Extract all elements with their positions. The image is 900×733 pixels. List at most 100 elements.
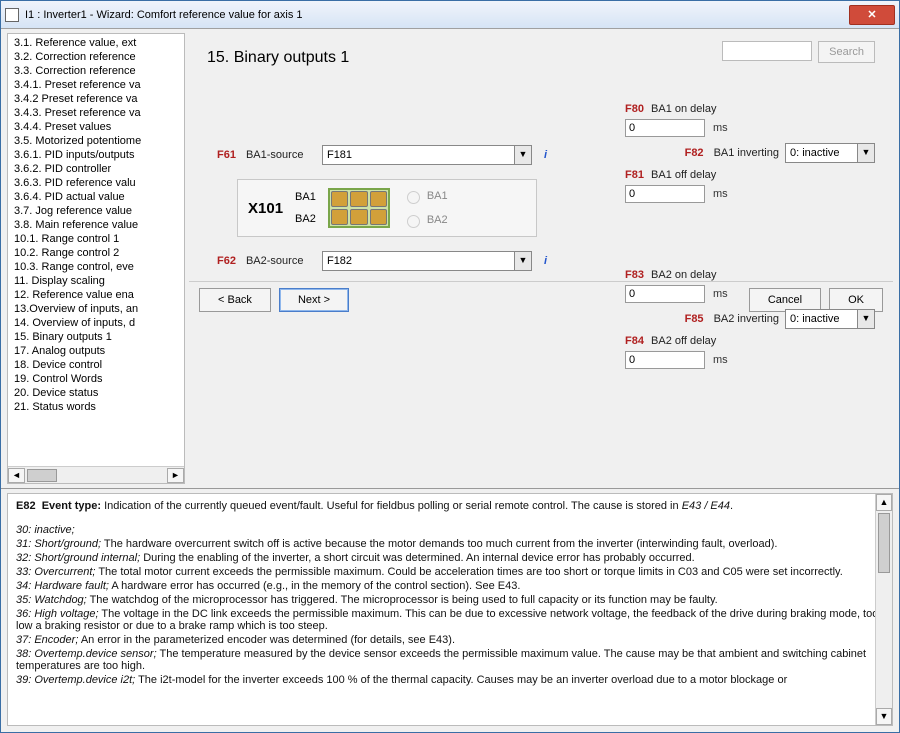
- scroll-track[interactable]: [876, 575, 892, 708]
- nav-tree-item[interactable]: 19. Control Words: [8, 372, 184, 386]
- search-input[interactable]: [722, 41, 812, 61]
- f83-code: F83: [625, 269, 644, 281]
- ba1-radio[interactable]: BA1: [402, 188, 448, 204]
- help-header-code: E82: [16, 500, 36, 512]
- help-header: E82 Event type: Indication of the curren…: [16, 500, 884, 512]
- nav-tree-item[interactable]: 10.2. Range control 2: [8, 246, 184, 260]
- scroll-down-icon[interactable]: ▼: [876, 708, 892, 725]
- info-icon[interactable]: i: [544, 255, 547, 267]
- f82-combo[interactable]: 0: inactive ▼: [785, 143, 875, 163]
- nav-tree-item[interactable]: 3.4.4. Preset values: [8, 120, 184, 134]
- nav-tree-item[interactable]: 12. Reference value ena: [8, 288, 184, 302]
- f61-value: F181: [323, 149, 514, 161]
- help-line: 36: High voltage; The voltage in the DC …: [16, 608, 884, 632]
- nav-tree-item[interactable]: 13.Overview of inputs, an: [8, 302, 184, 316]
- connector-icon: [328, 188, 390, 228]
- f80-code: F80: [625, 103, 644, 115]
- tree-hscrollbar[interactable]: ◄ ►: [8, 466, 184, 483]
- help-line: 37: Encoder; An error in the parameteriz…: [16, 634, 884, 646]
- help-line: 38: Overtemp.device sensor; The temperat…: [16, 648, 884, 672]
- f80-input[interactable]: [625, 119, 705, 137]
- f81-unit: ms: [713, 188, 728, 200]
- nav-tree-item[interactable]: 3.4.2 Preset reference va: [8, 92, 184, 106]
- scroll-left-icon[interactable]: ◄: [8, 468, 25, 483]
- help-line: 35: Watchdog; The watchdog of the microp…: [16, 594, 884, 606]
- ba1-label: BA1: [295, 191, 316, 203]
- nav-tree-item[interactable]: 3.7. Jog reference value: [8, 204, 184, 218]
- nav-tree-item[interactable]: 3.2. Correction reference: [8, 50, 184, 64]
- terminal-diagram: X101 BA1 BA2 BA1 BA2: [237, 179, 537, 237]
- ba-pin-labels: BA1 BA2: [295, 191, 316, 225]
- help-line: 31: Short/ground; The hardware overcurre…: [16, 538, 884, 550]
- f83-unit: ms: [713, 288, 728, 300]
- nav-tree-item[interactable]: 20. Device status: [8, 386, 184, 400]
- nav-tree-item[interactable]: 10.3. Range control, eve: [8, 260, 184, 274]
- nav-tree-item[interactable]: 3.6.2. PID controller: [8, 162, 184, 176]
- search-button[interactable]: Search: [818, 41, 875, 63]
- chevron-down-icon[interactable]: ▼: [514, 252, 531, 270]
- nav-tree-item[interactable]: 3.3. Correction reference: [8, 64, 184, 78]
- info-icon[interactable]: i: [544, 149, 547, 161]
- search-box: Search: [722, 41, 875, 63]
- scroll-thumb[interactable]: [27, 469, 57, 482]
- back-button[interactable]: < Back: [199, 288, 271, 312]
- f62-desc: BA2-source: [246, 255, 316, 267]
- nav-tree-item[interactable]: 15. Binary outputs 1: [8, 330, 184, 344]
- f84-desc: BA2 off delay: [651, 335, 716, 347]
- f83-desc: BA2 on delay: [651, 269, 716, 281]
- nav-tree-item[interactable]: 3.1. Reference value, ext: [8, 36, 184, 50]
- ba2-radio[interactable]: BA2: [402, 212, 448, 228]
- help-line: 39: Overtemp.device i2t; The i2t-model f…: [16, 674, 884, 686]
- terminal-block-label: X101: [248, 200, 283, 217]
- nav-tree[interactable]: 3.1. Reference value, ext3.2. Correction…: [8, 34, 184, 466]
- help-vscrollbar[interactable]: ▲ ▼: [875, 494, 892, 725]
- help-header-label: Event type:: [42, 500, 101, 512]
- scroll-up-icon[interactable]: ▲: [876, 494, 892, 511]
- f84-unit: ms: [713, 354, 728, 366]
- f62-value: F182: [323, 255, 514, 267]
- next-button[interactable]: Next >: [279, 288, 349, 312]
- f84-code: F84: [625, 335, 644, 347]
- nav-tree-item[interactable]: 14. Overview of inputs, d: [8, 316, 184, 330]
- help-lines: 30: inactive;31: Short/ground; The hardw…: [16, 524, 884, 686]
- f80-desc: BA1 on delay: [651, 103, 716, 115]
- nav-tree-item[interactable]: 18. Device control: [8, 358, 184, 372]
- nav-tree-item[interactable]: 21. Status words: [8, 400, 184, 414]
- nav-tree-item[interactable]: 17. Analog outputs: [8, 344, 184, 358]
- help-header-text: Indication of the currently queued event…: [104, 500, 682, 512]
- help-line: 33: Overcurrent; The total motor current…: [16, 566, 884, 578]
- scroll-thumb[interactable]: [878, 513, 890, 573]
- nav-tree-item[interactable]: 3.6.3. PID reference valu: [8, 176, 184, 190]
- f81-input[interactable]: [625, 185, 705, 203]
- f80-unit: ms: [713, 122, 728, 134]
- nav-tree-item[interactable]: 3.8. Main reference value: [8, 218, 184, 232]
- f84-input[interactable]: [625, 351, 705, 369]
- close-button[interactable]: ✕: [849, 5, 895, 25]
- f61-combo[interactable]: F181 ▼: [322, 145, 532, 165]
- f62-code: F62: [217, 255, 236, 267]
- scroll-right-icon[interactable]: ►: [167, 468, 184, 483]
- nav-tree-item[interactable]: 10.1. Range control 1: [8, 232, 184, 246]
- f83-input[interactable]: [625, 285, 705, 303]
- chevron-down-icon[interactable]: ▼: [857, 310, 874, 328]
- nav-tree-item[interactable]: 3.6.1. PID inputs/outputs: [8, 148, 184, 162]
- f85-combo[interactable]: 0: inactive ▼: [785, 309, 875, 329]
- f85-code: F85: [685, 313, 704, 325]
- help-header-ref: E43 / E44: [682, 500, 730, 512]
- nav-tree-item[interactable]: 3.6.4. PID actual value: [8, 190, 184, 204]
- f81-desc: BA1 off delay: [651, 169, 716, 181]
- app-icon: [5, 8, 19, 22]
- help-line: 32: Short/ground internal; During the en…: [16, 552, 884, 564]
- titlebar: I1 : Inverter1 - Wizard: Comfort referen…: [1, 1, 899, 29]
- ba-radio-group: BA1 BA2: [402, 188, 448, 228]
- nav-tree-item[interactable]: 3.4.3. Preset reference va: [8, 106, 184, 120]
- chevron-down-icon[interactable]: ▼: [857, 144, 874, 162]
- nav-tree-item[interactable]: 11. Display scaling: [8, 274, 184, 288]
- f85-value: 0: inactive: [786, 313, 857, 325]
- nav-tree-item[interactable]: 3.5. Motorized potentiome: [8, 134, 184, 148]
- chevron-down-icon[interactable]: ▼: [514, 146, 531, 164]
- f62-combo[interactable]: F182 ▼: [322, 251, 532, 271]
- window-title: I1 : Inverter1 - Wizard: Comfort referen…: [25, 9, 849, 21]
- f61-code: F61: [217, 149, 236, 161]
- nav-tree-item[interactable]: 3.4.1. Preset reference va: [8, 78, 184, 92]
